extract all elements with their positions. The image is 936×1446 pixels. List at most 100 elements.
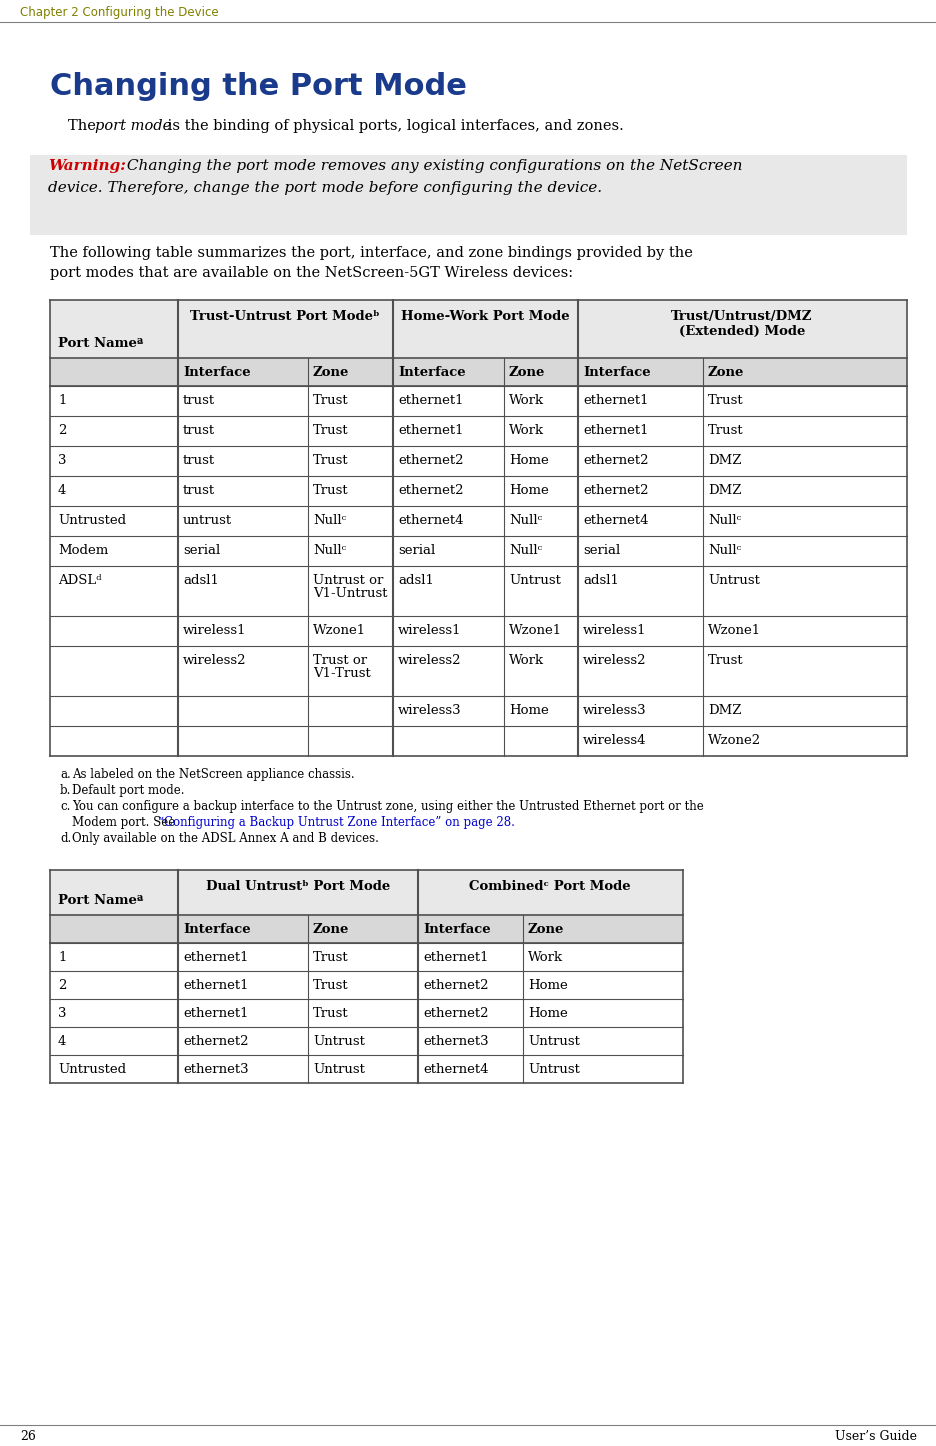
Text: serial: serial <box>582 544 620 557</box>
Text: wireless2: wireless2 <box>398 654 461 667</box>
Bar <box>50 870 682 915</box>
Text: Untrust: Untrust <box>528 1035 579 1048</box>
Text: The: The <box>68 119 100 133</box>
Text: a.: a. <box>60 768 71 781</box>
Text: Home: Home <box>508 704 548 717</box>
Text: ethernet2: ethernet2 <box>582 484 648 497</box>
Text: Zone: Zone <box>313 923 349 936</box>
Text: Changing the port mode removes any existing configurations on the NetScreen: Changing the port mode removes any exist… <box>122 159 741 174</box>
Text: b.: b. <box>60 784 71 797</box>
Text: Untrust: Untrust <box>313 1063 364 1076</box>
Text: 3: 3 <box>58 454 66 467</box>
Text: ethernet3: ethernet3 <box>183 1063 248 1076</box>
Text: wireless2: wireless2 <box>183 654 246 667</box>
Text: Port Nameª: Port Nameª <box>58 894 143 907</box>
Text: Modem port. See: Modem port. See <box>72 816 179 829</box>
Text: ethernet4: ethernet4 <box>398 513 463 526</box>
Text: ethernet1: ethernet1 <box>422 951 488 964</box>
Text: Nullᶜ: Nullᶜ <box>313 513 345 526</box>
Text: 1: 1 <box>58 951 66 964</box>
Text: 4: 4 <box>58 1035 66 1048</box>
Text: wireless1: wireless1 <box>398 625 461 638</box>
Text: port mode: port mode <box>95 119 171 133</box>
Text: Only available on the ADSL Annex A and B devices.: Only available on the ADSL Annex A and B… <box>72 831 378 844</box>
Text: wireless2: wireless2 <box>582 654 646 667</box>
Text: Dual Untrustᵇ Port Mode: Dual Untrustᵇ Port Mode <box>206 881 389 894</box>
Text: Trust: Trust <box>708 654 743 667</box>
Text: trust: trust <box>183 424 215 437</box>
Text: Untrust or: Untrust or <box>313 574 383 587</box>
Text: wireless1: wireless1 <box>582 625 646 638</box>
Text: Home: Home <box>528 979 567 992</box>
Text: Trust: Trust <box>708 393 743 406</box>
Text: wireless4: wireless4 <box>582 735 646 748</box>
Text: serial: serial <box>183 544 220 557</box>
Text: wireless3: wireless3 <box>398 704 461 717</box>
Text: ethernet2: ethernet2 <box>398 454 463 467</box>
Text: ethernet3: ethernet3 <box>422 1035 488 1048</box>
Text: Wzone1: Wzone1 <box>708 625 760 638</box>
Text: Untrusted: Untrusted <box>58 1063 126 1076</box>
Text: The following table summarizes the port, interface, and zone bindings provided b: The following table summarizes the port,… <box>50 246 692 260</box>
Text: adsl1: adsl1 <box>183 574 219 587</box>
Text: Warning:: Warning: <box>48 159 125 174</box>
Text: As labeled on the NetScreen appliance chassis.: As labeled on the NetScreen appliance ch… <box>72 768 354 781</box>
Text: Trust: Trust <box>313 979 348 992</box>
Text: ethernet1: ethernet1 <box>398 393 463 406</box>
Text: d.: d. <box>60 831 71 844</box>
Text: Trust: Trust <box>313 454 348 467</box>
Text: is the binding of physical ports, logical interfaces, and zones.: is the binding of physical ports, logica… <box>163 119 623 133</box>
Text: ethernet2: ethernet2 <box>422 979 488 992</box>
Bar <box>30 155 906 236</box>
Text: Trust: Trust <box>313 951 348 964</box>
Text: DMZ: DMZ <box>708 484 740 497</box>
Text: 1: 1 <box>58 393 66 406</box>
Text: ethernet1: ethernet1 <box>183 979 248 992</box>
Text: (Extended) Mode: (Extended) Mode <box>678 325 804 338</box>
Text: Nullᶜ: Nullᶜ <box>508 544 542 557</box>
Text: adsl1: adsl1 <box>398 574 433 587</box>
Text: DMZ: DMZ <box>708 704 740 717</box>
Text: Work: Work <box>508 424 544 437</box>
Text: Chapter 2 Configuring the Device: Chapter 2 Configuring the Device <box>20 6 218 19</box>
Text: V1-Trust: V1-Trust <box>313 667 371 680</box>
Text: Home: Home <box>528 1006 567 1019</box>
Text: Interface: Interface <box>582 366 650 379</box>
Text: Untrusted: Untrusted <box>58 513 126 526</box>
Text: Untrust: Untrust <box>528 1063 579 1076</box>
Text: port modes that are available on the NetScreen-5GT Wireless devices:: port modes that are available on the Net… <box>50 266 573 281</box>
Text: User’s Guide: User’s Guide <box>834 1430 916 1443</box>
Text: Nullᶜ: Nullᶜ <box>708 544 740 557</box>
Bar <box>50 359 906 386</box>
Text: Home: Home <box>508 454 548 467</box>
Text: Interface: Interface <box>422 923 490 936</box>
Text: Trust: Trust <box>708 424 743 437</box>
Text: 2: 2 <box>58 979 66 992</box>
Text: Nullᶜ: Nullᶜ <box>708 513 740 526</box>
Text: ethernet1: ethernet1 <box>398 424 463 437</box>
Text: ethernet2: ethernet2 <box>422 1006 488 1019</box>
Text: wireless3: wireless3 <box>582 704 646 717</box>
Text: Trust: Trust <box>313 393 348 406</box>
Text: Zone: Zone <box>708 366 743 379</box>
Text: Trust: Trust <box>313 424 348 437</box>
Text: Work: Work <box>528 951 563 964</box>
Bar <box>50 299 906 359</box>
Text: Work: Work <box>508 654 544 667</box>
Text: Untrust: Untrust <box>313 1035 364 1048</box>
Text: c.: c. <box>60 800 70 813</box>
Text: Work: Work <box>508 393 544 406</box>
Text: untrust: untrust <box>183 513 232 526</box>
Text: ethernet4: ethernet4 <box>582 513 648 526</box>
Text: Home: Home <box>508 484 548 497</box>
Text: ethernet2: ethernet2 <box>582 454 648 467</box>
Text: ADSLᵈ: ADSLᵈ <box>58 574 101 587</box>
Text: trust: trust <box>183 454 215 467</box>
Text: trust: trust <box>183 484 215 497</box>
Text: Default port mode.: Default port mode. <box>72 784 184 797</box>
Text: ethernet2: ethernet2 <box>398 484 463 497</box>
Text: Wzone1: Wzone1 <box>313 625 366 638</box>
Text: You can configure a backup interface to the Untrust zone, using either the Untru: You can configure a backup interface to … <box>72 800 703 813</box>
Text: ethernet1: ethernet1 <box>582 393 648 406</box>
Text: ethernet1: ethernet1 <box>183 1006 248 1019</box>
